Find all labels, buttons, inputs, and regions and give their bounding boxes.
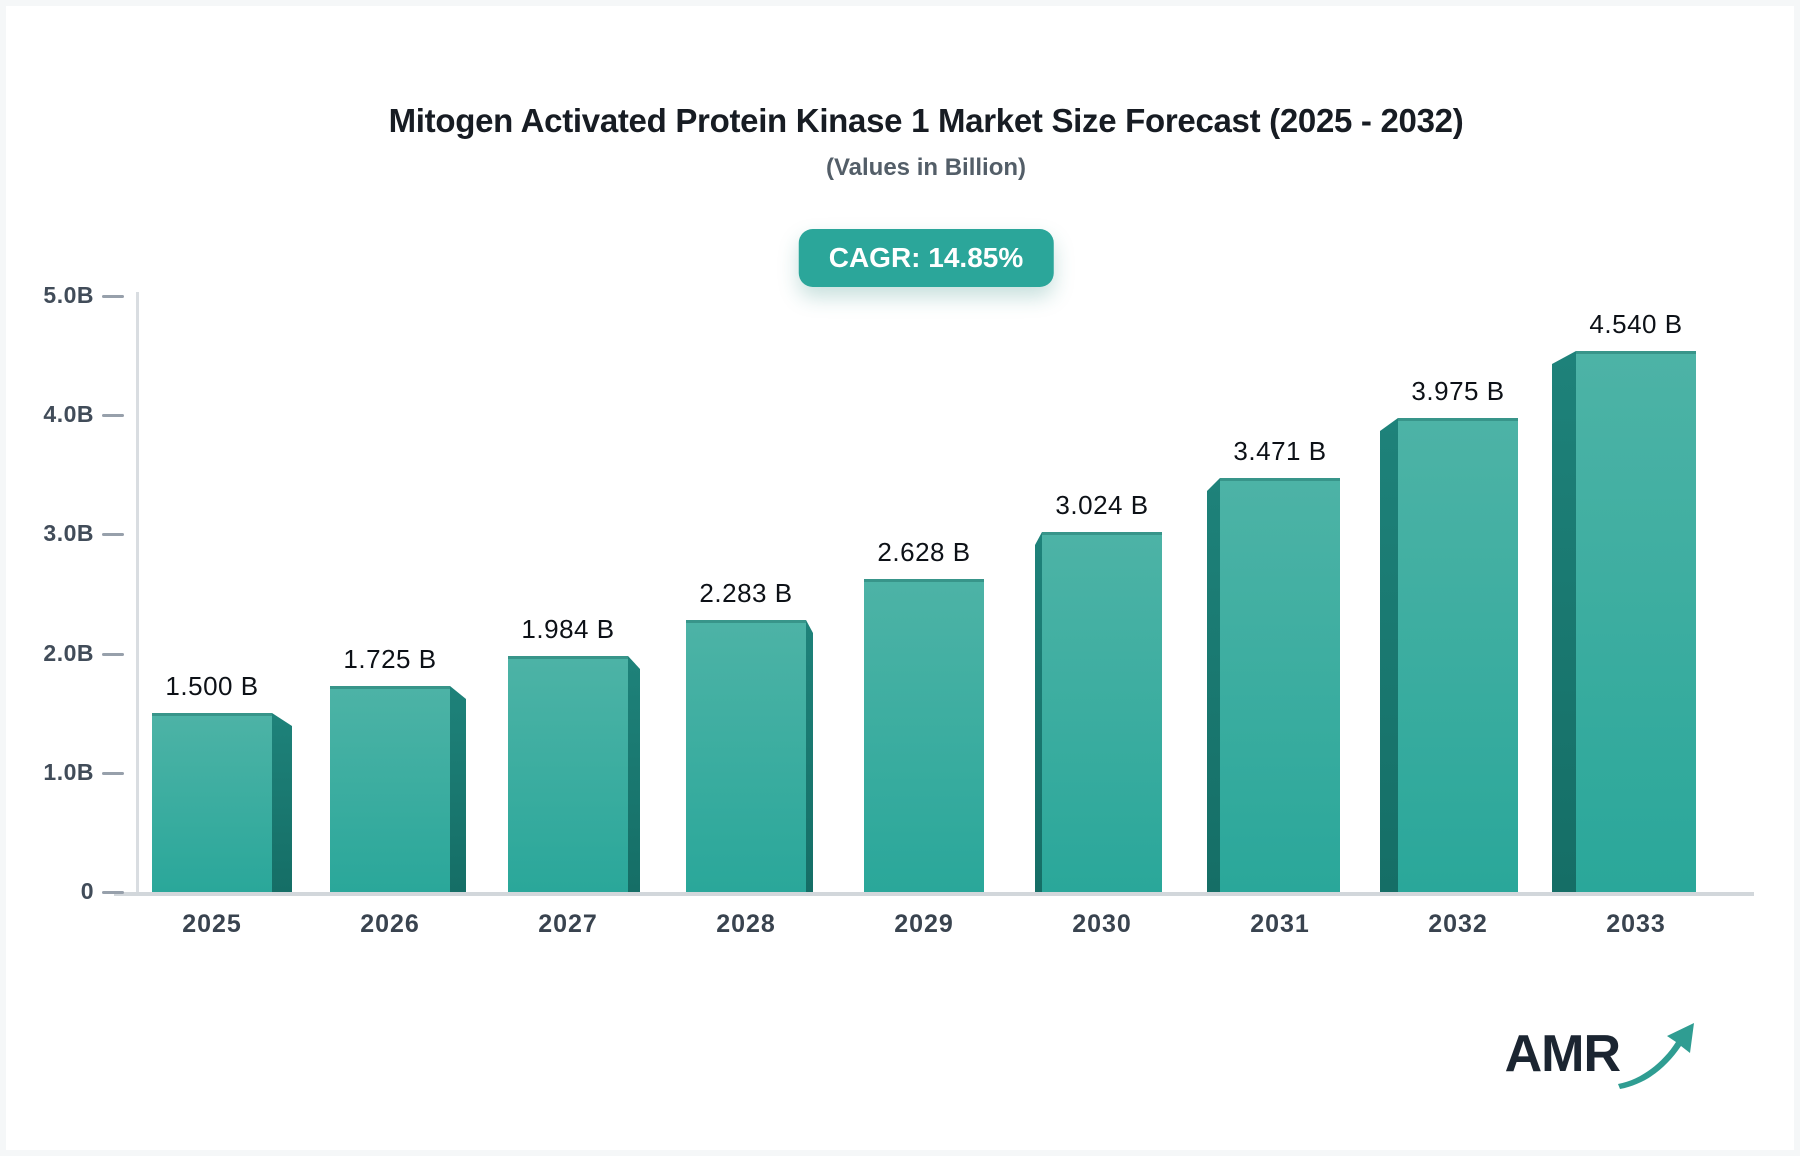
bar-value-label: 1.725 B	[343, 644, 437, 674]
bar-2032	[1398, 418, 1518, 892]
y-tick-dash	[102, 295, 124, 298]
y-tick-dash	[102, 652, 124, 656]
bar-value-label: 3.024 B	[1055, 490, 1149, 520]
y-axis-line	[136, 292, 139, 896]
x-tick-label: 2032	[1428, 910, 1488, 938]
bar-value-label: 3.975 B	[1411, 376, 1505, 406]
bar-value-label: 2.283 B	[699, 578, 793, 608]
bar-2026	[330, 686, 450, 892]
x-tick-label: 2028	[716, 910, 776, 938]
chart-subtitle: (Values in Billion)	[825, 154, 1027, 181]
bar-value-label: 4.540 B	[1589, 309, 1683, 339]
y-tick-label: 2.0B	[43, 639, 94, 666]
growth-arrow-icon	[1618, 1023, 1694, 1089]
x-axis-baseline	[114, 892, 1754, 896]
x-tick-label: 2029	[894, 910, 954, 938]
bar-value-label: 2.628 B	[877, 537, 971, 567]
bar-2027	[508, 656, 628, 892]
bar-value-label: 3.471 B	[1233, 436, 1327, 466]
y-tick-label: 1.0B	[43, 758, 94, 785]
cagr-badge: CAGR: 14.85%	[798, 229, 1054, 287]
bar-value-label: 1.500 B	[165, 671, 259, 701]
y-tick-label: 4.0B	[43, 401, 94, 428]
y-tick-label: 3.0B	[43, 520, 94, 547]
bar-side-2033	[1552, 351, 1576, 892]
x-tick-label: 2027	[538, 910, 598, 938]
bar-side-2032	[1380, 418, 1398, 892]
bar-2025	[152, 713, 272, 892]
x-tick-label: 2033	[1606, 910, 1666, 938]
amr-logo-text: AMR	[1504, 1025, 1621, 1083]
x-tick-label: 2026	[360, 910, 420, 938]
y-tick-label: 0	[80, 878, 94, 904]
bar-side-2026	[450, 686, 466, 892]
y-tick-dash	[102, 891, 124, 894]
x-tick-label: 2031	[1250, 910, 1310, 938]
bar-2031	[1220, 478, 1340, 892]
bar-2030	[1042, 532, 1162, 892]
bar-side-2028	[806, 620, 813, 892]
bar-value-label: 1.984 B	[521, 614, 615, 644]
bar-side-2025	[272, 713, 292, 892]
bar-side-2030	[1035, 532, 1042, 892]
amr-logo: AMR	[1505, 1018, 1702, 1092]
bar-2029	[864, 579, 984, 892]
x-tick-label: 2030	[1072, 910, 1132, 938]
bar-side-2031	[1207, 478, 1220, 892]
bar-side-2027	[628, 656, 640, 892]
bar-2028	[686, 620, 806, 892]
chart-title: Mitogen Activated Protein Kinase 1 Marke…	[388, 102, 1464, 139]
y-tick-label: 5.0B	[43, 282, 94, 308]
bar-2033	[1576, 351, 1696, 892]
x-tick-label: 2025	[182, 910, 242, 938]
bar-chart-canvas: 5.0B 4.0B 3.0B 2.0B 1.0B 0 1.500 B 2025 1.725 B 2…	[6, 6, 1794, 1150]
y-tick-dash	[102, 414, 124, 418]
y-tick-dash	[102, 771, 124, 775]
y-tick-dash	[102, 533, 124, 537]
